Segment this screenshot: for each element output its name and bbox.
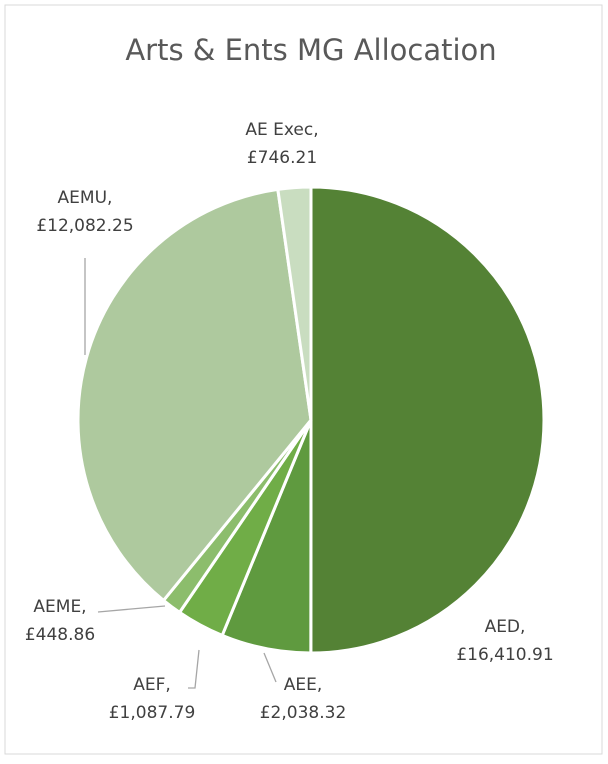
pie-slice [309, 185, 546, 655]
chart-title: Arts & Ents MG Allocation [125, 33, 496, 67]
slice-label-name: AEMU, [58, 188, 113, 208]
slice-label-value: £448.86 [25, 625, 95, 645]
slice-label-name: AE Exec, [245, 120, 318, 140]
slice-label-name: AEF, [133, 675, 171, 695]
slice-label-value: £16,410.91 [456, 645, 553, 665]
leader-lines [84, 258, 277, 689]
slice-label-name: AEME, [33, 597, 86, 617]
slice-label-value: £2,038.32 [260, 703, 347, 723]
slice-label-value: £746.21 [247, 148, 317, 168]
slice-label-value: £12,082.25 [36, 216, 133, 236]
slice-label-name: AED, [485, 617, 526, 637]
pie-slice [276, 185, 313, 421]
slice-label-name: AEE, [284, 675, 323, 695]
slice-label-value: £1,087.79 [109, 703, 196, 723]
pie-slice [76, 187, 313, 603]
